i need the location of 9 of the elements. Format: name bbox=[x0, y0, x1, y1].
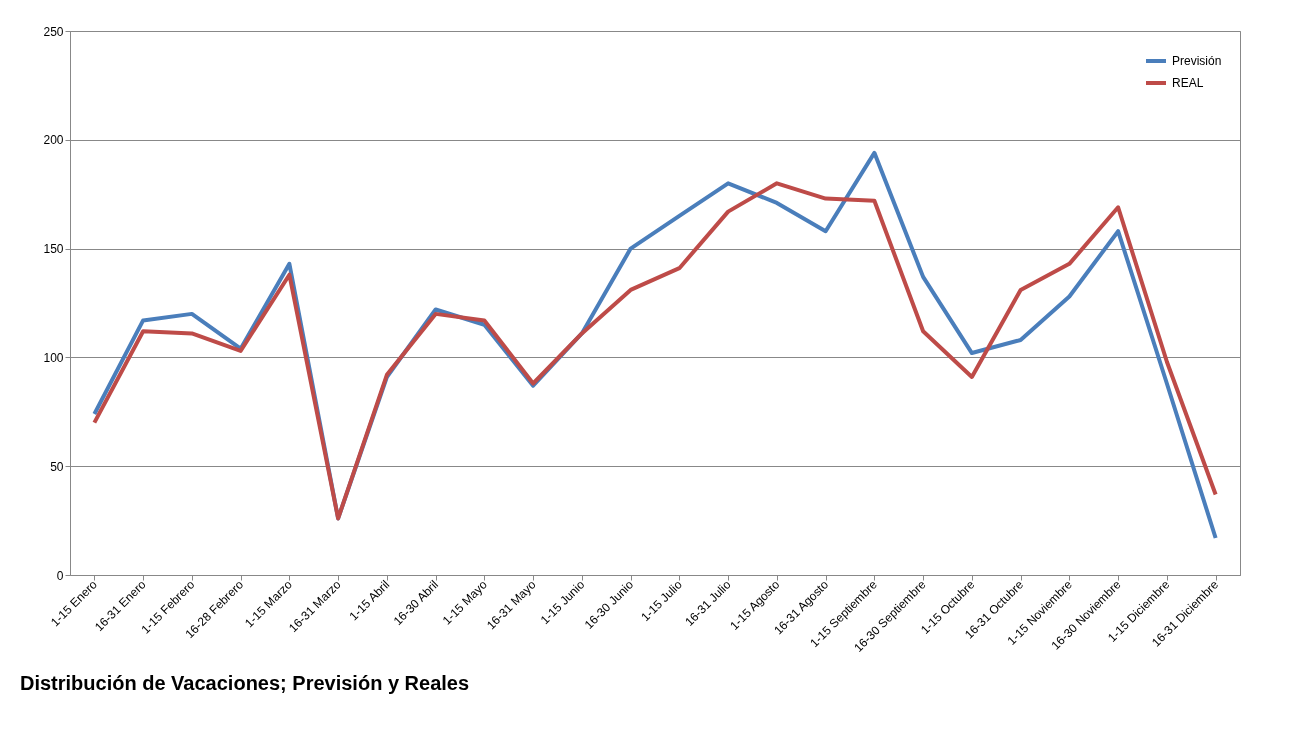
y-tick-label: 50 bbox=[50, 459, 64, 474]
y-tick-label: 150 bbox=[43, 242, 64, 257]
legend-label: Previsión bbox=[1172, 54, 1222, 68]
y-tick-label: 250 bbox=[43, 24, 64, 39]
y-tick-label: 200 bbox=[43, 133, 64, 148]
text: Distribución de Vacaciones; Previsión y Reales bbox=[20, 671, 470, 694]
y-tick-label: 100 bbox=[43, 350, 64, 365]
y-tick-label: 0 bbox=[56, 568, 64, 583]
legend-label: REAL bbox=[1172, 76, 1204, 90]
